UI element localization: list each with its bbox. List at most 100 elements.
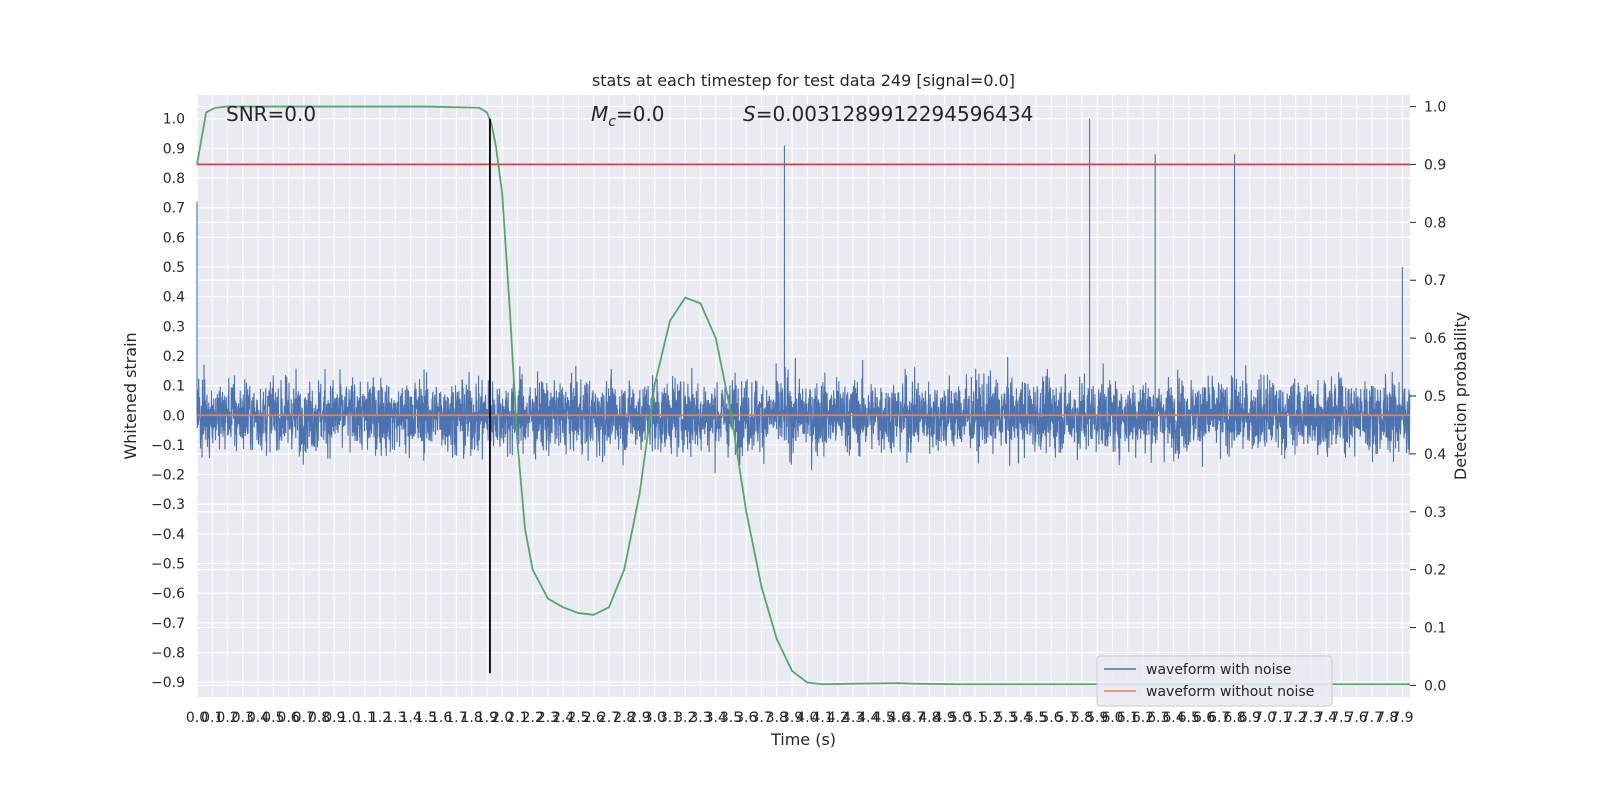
y2-tick-label: 0.4	[1424, 447, 1446, 463]
chirp-mass-symbol: M	[591, 102, 608, 126]
x-tick-label: 1.5	[415, 710, 437, 726]
x-tick-label: 0.6	[277, 710, 299, 726]
x-tick-label: 7.1	[1269, 710, 1291, 726]
y2-axis-label: Detection probability	[1451, 312, 1470, 480]
x-tick-label: 1.4	[399, 710, 421, 726]
x-tick-label: 3.0	[644, 710, 666, 726]
x-tick-label: 7.2	[1284, 710, 1306, 726]
y2-tick-label: 0.3	[1424, 505, 1446, 521]
chirp-mass-annotation: Mc=0.0	[591, 102, 665, 130]
snr-annotation: SNR=0.0	[226, 102, 316, 126]
waveform-with-noise-series	[196, 118, 1411, 473]
y2-tick-label: 0.8	[1424, 215, 1446, 231]
x-tick-label: 0.3	[232, 710, 254, 726]
y-tick-label: 0.0	[163, 408, 185, 424]
y-tick-label: 0.7	[163, 201, 185, 217]
y-tick-label: 0.6	[163, 230, 185, 246]
x-tick-label: 7.7	[1361, 710, 1383, 726]
x-tick-label: 7.9	[1391, 710, 1413, 726]
x-tick-label: 5.7	[1056, 710, 1078, 726]
x-tick-label: 7.6	[1345, 710, 1367, 726]
y-tick-label: 0.4	[163, 290, 185, 306]
s-symbol: S	[743, 102, 756, 126]
x-tick-label: 1.0	[338, 710, 360, 726]
x-tick-label: 1.8	[461, 710, 483, 726]
y2-tick-label: 0.6	[1424, 331, 1446, 347]
x-tick-labels: 0.00.10.20.30.40.50.60.70.80.91.01.11.21…	[186, 710, 1414, 726]
detection-probability-line	[196, 105, 1410, 686]
x-tick-label: 2.1	[506, 710, 528, 726]
waveform-with-noise-line	[196, 118, 1411, 473]
x-tick-label: 3.5	[720, 710, 742, 726]
x-tick-label: 4.3	[842, 710, 864, 726]
legend: waveform with noise waveform without noi…	[1096, 655, 1333, 707]
y-tick-label: 0.8	[163, 171, 185, 187]
x-tick-label: 0.1	[201, 710, 223, 726]
y-axis-label: Whitened strain	[121, 332, 140, 459]
x-tick-label: 1.6	[430, 710, 452, 726]
legend-box	[1096, 655, 1333, 707]
y-tick-label: −0.7	[151, 616, 185, 632]
x-tick-label: 5.8	[1071, 710, 1093, 726]
y-tick-label: −0.1	[151, 438, 185, 454]
s-value: =0.0031289912294596434	[756, 102, 1034, 126]
y2-tick-label: 0.0	[1424, 678, 1446, 694]
x-tick-label: 0.8	[308, 710, 330, 726]
y2-tick-label: 1.0	[1424, 100, 1446, 116]
y-tick-label: 1.0	[163, 112, 185, 128]
x-tick-label: 7.3	[1300, 710, 1322, 726]
x-tick-label: 0.2	[216, 710, 238, 726]
x-tick-label: 0.5	[262, 710, 284, 726]
x-tick-label: 2.5	[567, 710, 589, 726]
y2-tick-label: 0.2	[1424, 563, 1446, 579]
x-tick-label: 5.3	[995, 710, 1017, 726]
y-tick-label: −0.8	[151, 646, 185, 662]
x-tick-label: 1.9	[476, 710, 498, 726]
x-tick-label: 3.9	[781, 710, 803, 726]
chirp-mass-value: =0.0	[616, 102, 665, 126]
x-tick-label: 5.9	[1086, 710, 1108, 726]
x-tick-label: 0.0	[186, 710, 208, 726]
x-tick-label: 3.1	[659, 710, 681, 726]
x-tick-label: 2.6	[583, 710, 605, 726]
y-tick-label: −0.4	[151, 527, 185, 543]
legend-label-waveform-without-noise: waveform without noise	[1146, 684, 1314, 700]
x-tick-label: 2.4	[552, 710, 574, 726]
x-tick-label: 6.4	[1162, 710, 1184, 726]
x-axis-label: Time (s)	[770, 730, 836, 749]
s-annotation: S=0.0031289912294596434	[743, 102, 1033, 126]
x-tick-label: 4.0	[796, 710, 818, 726]
x-tick-label: 3.7	[750, 710, 772, 726]
x-tick-label: 6.6	[1193, 710, 1215, 726]
x-tick-label: 3.4	[705, 710, 727, 726]
y-tick-label: 0.2	[163, 349, 185, 365]
y2-tick-labels: 1.0 0.9 0.8 0.7 0.6 0.5 0.4 0.3 0.2 0.1 0.0	[1410, 100, 1446, 694]
x-tick-label: 4.7	[903, 710, 925, 726]
y2-tick-label: 0.1	[1424, 621, 1446, 637]
x-tick-label: 6.8	[1223, 710, 1245, 726]
x-tick-label: 4.5	[872, 710, 894, 726]
y-tick-label: −0.9	[151, 675, 185, 691]
x-tick-label: 0.4	[247, 710, 269, 726]
x-tick-label: 6.5	[1178, 710, 1200, 726]
x-tick-label: 4.8	[918, 710, 940, 726]
y-tick-label: −0.3	[151, 497, 185, 513]
x-tick-label: 4.1	[811, 710, 833, 726]
y-tick-label: 0.5	[163, 260, 185, 276]
y-tick-label: 0.9	[163, 141, 185, 157]
y-tick-labels: 1.0 0.9 0.8 0.7 0.6 0.5 0.4 0.3 0.2 0.1 0.0 −0.1 −0.…	[151, 112, 185, 691]
y-tick-label: −0.6	[151, 586, 185, 602]
x-tick-label: 1.3	[384, 710, 406, 726]
x-tick-label: 7.8	[1376, 710, 1398, 726]
x-tick-label: 0.9	[323, 710, 345, 726]
x-tick-label: 4.2	[827, 710, 849, 726]
x-tick-label: 0.7	[293, 710, 315, 726]
x-tick-label: 6.9	[1239, 710, 1261, 726]
x-tick-label: 4.6	[888, 710, 910, 726]
x-tick-label: 7.4	[1315, 710, 1337, 726]
y2-tick-label: 0.5	[1424, 389, 1446, 405]
y-tick-label: −0.2	[151, 468, 185, 484]
x-tick-label: 2.7	[598, 710, 620, 726]
x-tick-label: 1.7	[445, 710, 467, 726]
